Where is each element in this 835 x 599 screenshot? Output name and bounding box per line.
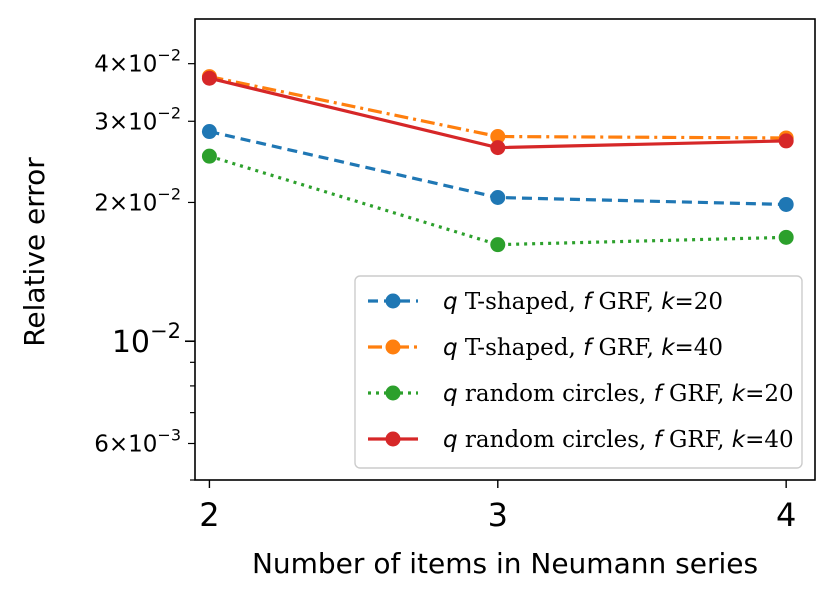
series-point — [490, 190, 506, 206]
series-point — [778, 229, 794, 245]
legend-marker — [385, 385, 401, 401]
series-point — [201, 124, 217, 140]
legend-marker — [385, 293, 401, 309]
series-3 — [201, 148, 794, 253]
legend-label: q random circles, f GRF, k=20 — [443, 381, 794, 407]
legend-marker — [385, 431, 401, 447]
y-tick-label: 10−2 — [112, 319, 181, 360]
y-axis-label: Relative error — [18, 157, 51, 347]
y-axis: 4×10−2 3×10−2 2×10−2 10−2 6×10−3 — [94, 46, 195, 481]
x-axis: 2 3 4 — [199, 480, 796, 534]
legend-marker — [385, 339, 401, 355]
x-tick-label: 4 — [776, 496, 796, 534]
plot-area — [194, 18, 816, 481]
series-point — [490, 140, 506, 156]
legend-box — [354, 275, 803, 469]
series-line — [209, 75, 787, 140]
legend-item: q T-shaped, f GRF, k=40 — [368, 335, 723, 361]
legend-label: q random circles, f GRF, k=40 — [443, 427, 794, 453]
legend: q T-shaped, f GRF, k=20 q T-shaped, f GRF… — [354, 275, 803, 469]
x-tick-label: 2 — [199, 496, 219, 534]
series-point — [490, 237, 506, 253]
legend-label: q T-shaped, f GRF, k=40 — [443, 335, 723, 361]
y-tick-label: 6×10−3 — [94, 425, 181, 457]
legend-item: q T-shaped, f GRF, k=20 — [368, 289, 723, 315]
y-tick-label: 4×10−2 — [94, 46, 181, 78]
series-2 — [201, 69, 794, 146]
series-layer — [201, 69, 794, 253]
plot-frame — [194, 18, 816, 481]
series-point — [201, 148, 217, 164]
legend-item: q random circles, f GRF, k=20 — [368, 381, 794, 407]
series-1 — [201, 124, 794, 212]
legend-label: q T-shaped, f GRF, k=20 — [443, 289, 723, 315]
series-4 — [201, 70, 794, 156]
x-tick-label: 3 — [488, 496, 508, 534]
series-point — [201, 70, 217, 86]
series-point — [490, 129, 506, 145]
y-tick-label: 2×10−2 — [94, 184, 181, 216]
y-tick-label: 3×10−2 — [94, 103, 181, 135]
series-point — [778, 196, 794, 212]
series-point — [778, 133, 794, 149]
x-axis-label: Number of items in Neumann series — [252, 547, 758, 580]
legend-item: q random circles, f GRF, k=40 — [368, 427, 794, 453]
